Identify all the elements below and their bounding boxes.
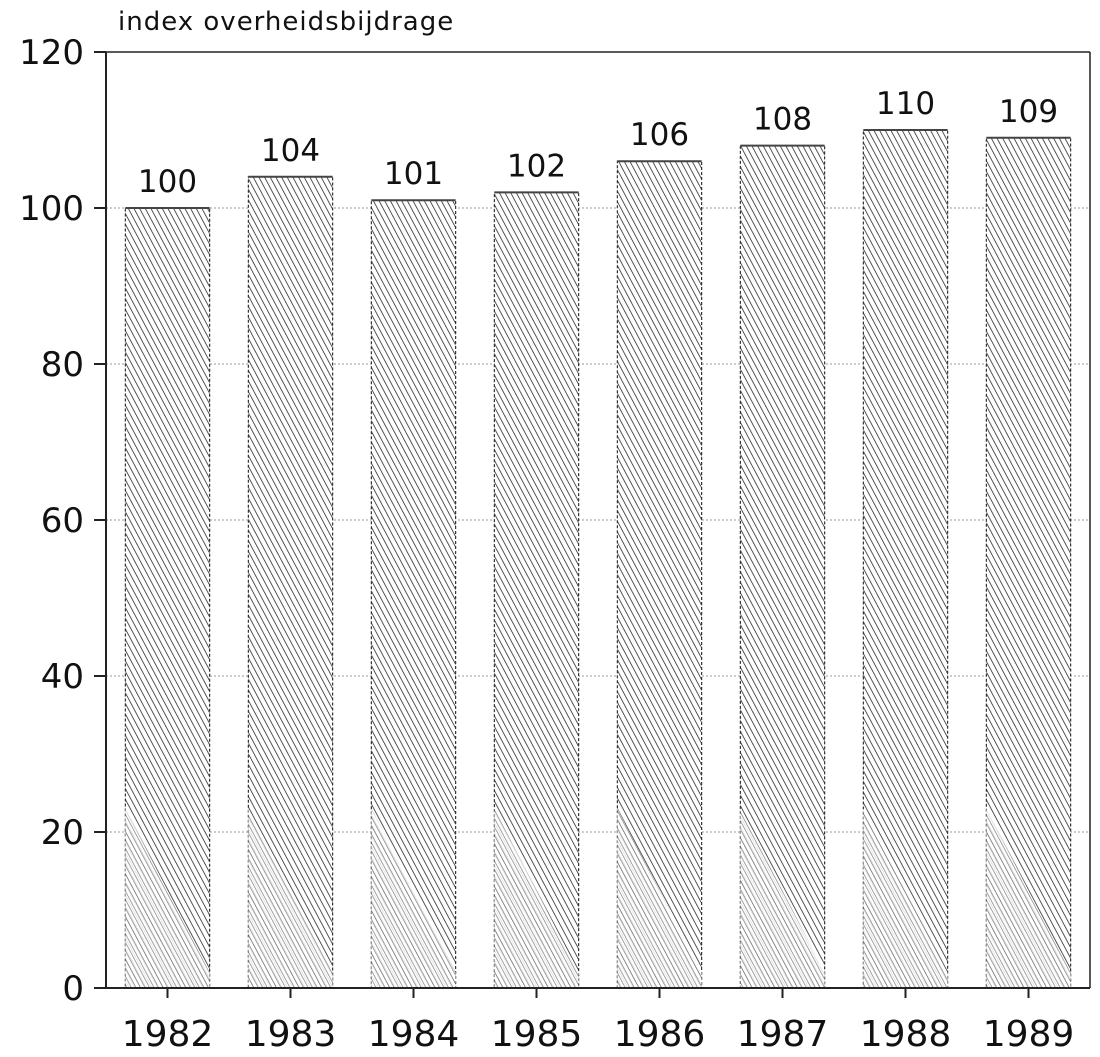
- x-tick-label-1988: 1988: [860, 1014, 952, 1055]
- value-label-1984: 101: [384, 156, 443, 192]
- x-tick-label-1985: 1985: [491, 1014, 583, 1055]
- value-label-1989: 109: [999, 94, 1058, 130]
- bar-1985: [493, 191, 580, 989]
- value-label-1988: 110: [876, 86, 935, 122]
- bar-base-band-1987: [740, 808, 825, 988]
- bar-1986: [616, 160, 703, 989]
- x-tick-label-1989: 1989: [983, 1014, 1075, 1055]
- bar-base-band-1988: [863, 808, 948, 988]
- bar-base-band-1985: [494, 808, 579, 988]
- bar-base-band-1983: [248, 808, 333, 988]
- bar-1982: [124, 207, 211, 989]
- x-tick-labels: 1982 1983 1984 1985 1986 1987 1988 1989: [122, 988, 1075, 1055]
- y-tick-label-60: 60: [41, 501, 84, 541]
- bars: [124, 129, 1072, 989]
- value-label-1987: 108: [753, 102, 812, 138]
- bar-1987: [739, 144, 826, 989]
- x-tick-label-1986: 1986: [614, 1014, 706, 1055]
- value-labels: 100 104 101 102 106 108 110 109: [138, 86, 1058, 200]
- x-tick-label-1983: 1983: [245, 1014, 337, 1055]
- value-label-1982: 100: [138, 164, 197, 200]
- x-tick-label-1987: 1987: [737, 1014, 829, 1055]
- y-tick-label-40: 40: [41, 657, 84, 697]
- value-label-1986: 106: [630, 117, 689, 153]
- bar-base-band-1982: [125, 808, 210, 988]
- y-tick-label-20: 20: [41, 813, 84, 853]
- bar-base-band-1984: [371, 808, 456, 988]
- y-tick-label-0: 0: [62, 969, 84, 1009]
- bar-1984: [370, 199, 457, 989]
- bar-1983: [247, 175, 334, 989]
- value-label-1983: 104: [261, 133, 320, 169]
- bar-1988: [862, 129, 949, 989]
- bar-base-band-1986: [617, 808, 702, 988]
- y-tick-label-100: 100: [19, 189, 84, 229]
- bar-base-band-1989: [986, 808, 1071, 988]
- bar-1989: [985, 136, 1072, 989]
- y-tick-labels: 0 20 40 60 80 100 120: [19, 33, 106, 1009]
- x-tick-label-1984: 1984: [368, 1014, 460, 1055]
- y-tick-label-80: 80: [41, 345, 84, 385]
- x-tick-label-1982: 1982: [122, 1014, 214, 1055]
- value-label-1985: 102: [507, 148, 566, 184]
- y-tick-label-120: 120: [19, 33, 84, 73]
- y-axis-label: index overheidsbijdrage: [118, 7, 454, 37]
